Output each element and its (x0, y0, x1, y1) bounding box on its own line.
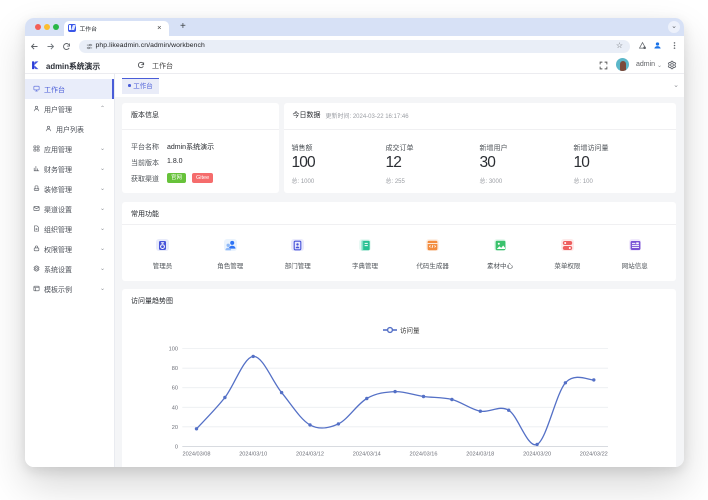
svg-text:0: 0 (175, 444, 178, 450)
svg-text:2024/03/16: 2024/03/16 (410, 452, 438, 458)
svg-text:2024/03/12: 2024/03/12 (296, 452, 324, 458)
svg-text:60: 60 (172, 386, 178, 392)
svg-text:2024/03/22: 2024/03/22 (580, 452, 608, 458)
svg-text:2024/03/20: 2024/03/20 (523, 452, 551, 458)
svg-text:20: 20 (172, 425, 178, 431)
svg-text:2024/03/08: 2024/03/08 (183, 452, 211, 458)
svg-text:80: 80 (172, 366, 178, 372)
svg-text:访问量: 访问量 (400, 326, 420, 335)
svg-text:2024/03/14: 2024/03/14 (353, 452, 381, 458)
svg-text:100: 100 (169, 347, 178, 353)
svg-text:2024/03/18: 2024/03/18 (466, 452, 494, 458)
svg-text:2024/03/10: 2024/03/10 (239, 452, 267, 458)
svg-text:40: 40 (172, 405, 178, 411)
